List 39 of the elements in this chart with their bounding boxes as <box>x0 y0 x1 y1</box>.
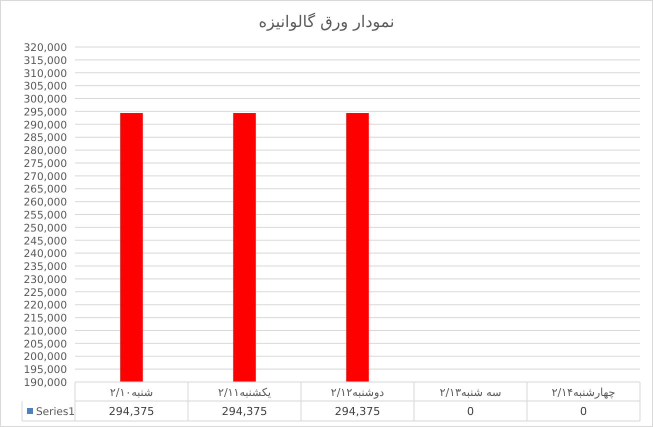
y-tick-label: 315,000 <box>24 54 67 67</box>
title: نمودار ورق گالوانیزه <box>258 12 394 31</box>
data-label: 294,375 <box>108 405 154 418</box>
x-tick-label: چهارشنبه۲/۱۴ <box>552 386 616 399</box>
x-tick-label: شنبه۲/۱۰ <box>110 386 154 399</box>
y-tick-label: 280,000 <box>24 145 67 158</box>
y-tick-label: 305,000 <box>24 80 67 93</box>
y-tick-label: 290,000 <box>24 119 67 132</box>
text: Series1 <box>36 406 75 418</box>
y-tick-label: 285,000 <box>24 132 67 144</box>
y-tick-label: 320,000 <box>24 42 67 54</box>
y-tick-label: 310,000 <box>24 68 67 80</box>
y-tick-label: 200,000 <box>24 351 67 364</box>
y-tick-label: 255,000 <box>24 210 67 222</box>
y-tick-label: 190,000 <box>24 377 67 389</box>
y-tick-label: 300,000 <box>24 94 67 106</box>
y-tick-label: 250,000 <box>24 222 67 234</box>
y-tick-label: 265,000 <box>24 184 67 196</box>
y-tick-label: 210,000 <box>24 325 67 338</box>
y-tick-label: 195,000 <box>24 364 67 376</box>
y-tick-label: 220,000 <box>24 300 67 312</box>
y-tick-label: 260,000 <box>24 196 67 209</box>
data-label: 294,375 <box>334 405 380 418</box>
y-tick-label: 245,000 <box>24 235 67 248</box>
y-tick-label: 235,000 <box>24 261 67 274</box>
text: 0 <box>580 405 587 418</box>
y-tick-label: 270,000 <box>24 170 67 183</box>
y-tick-label: 275,000 <box>24 158 67 170</box>
x-tick-label: یکشنبه۲/۱۱ <box>218 386 271 399</box>
x-tick-label: دوشنبه۲/۱۲ <box>330 386 384 399</box>
y-tick-label: 295,000 <box>24 106 67 118</box>
x-tick-label: سه شنبه۲/۱۳ <box>440 386 502 399</box>
y-tick-label: 205,000 <box>24 338 67 350</box>
y-tick-label: 215,000 <box>24 312 67 325</box>
y-tick-label: 225,000 <box>24 286 67 299</box>
text: 0 <box>467 405 474 418</box>
data-label: 294,375 <box>222 405 268 418</box>
y-tick-label: 230,000 <box>24 274 67 286</box>
y-tick-label: 240,000 <box>24 248 67 260</box>
